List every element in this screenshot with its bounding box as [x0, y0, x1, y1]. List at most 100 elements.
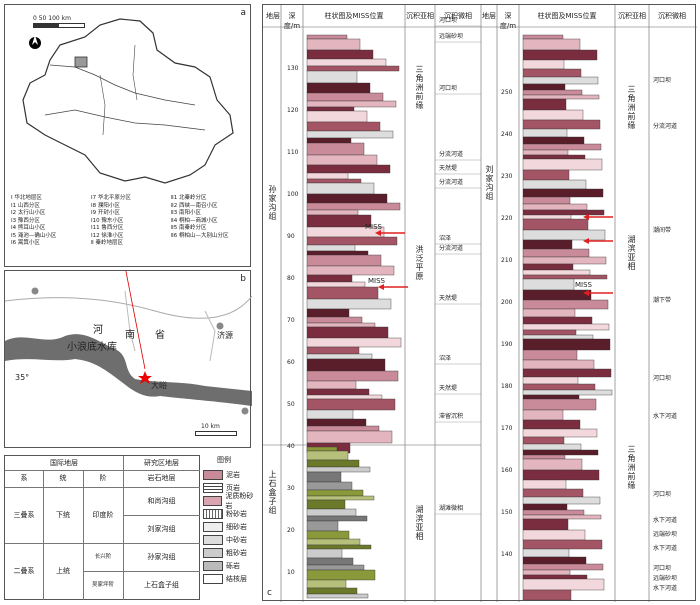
- left-microfacies: 沼泽: [439, 355, 452, 362]
- left-subfacies-floodplain: 洪泛平原: [415, 245, 424, 281]
- cell-upper: 上统: [43, 543, 84, 600]
- legend-fine-sandstone: 细砂岩: [226, 522, 247, 531]
- depth-tick-left: 80: [287, 275, 295, 282]
- legend-siltstone: 粉砂岩: [226, 509, 247, 518]
- label-jiyuan: 济源: [217, 331, 233, 340]
- depth-tick-right: 160: [501, 467, 513, 474]
- depth-tick-left: 20: [287, 527, 295, 534]
- svg-text:MISS: MISS: [368, 277, 386, 285]
- left-microfacies: 河口坝: [439, 17, 458, 24]
- depth-tick-left: 30: [287, 485, 295, 492]
- cell-induan: 印度阶: [83, 487, 124, 544]
- depth-tick-left: 130: [287, 65, 299, 72]
- hdr-left-depth: 深度/m: [283, 12, 301, 30]
- map-b-scale-bar: [195, 431, 237, 436]
- depth-tick-right: 220: [501, 215, 513, 222]
- row-liujiagou: 刘家沟组: [123, 515, 200, 544]
- row-lithostrat: 岩石地层: [123, 470, 200, 488]
- depth-tick-right: 140: [501, 551, 513, 558]
- panel-b-map: b 河 南 省 济源 小浪底水库 大峪 35° 10 km: [4, 270, 252, 448]
- left-microfacies: 湖滩微相: [439, 505, 464, 512]
- right-microfacies: 水下河道: [653, 585, 678, 592]
- cell-wuchiapingian: 吴家坪阶: [83, 571, 124, 600]
- right-microfacies: 潮下带: [653, 297, 672, 304]
- reservoir-map: [5, 271, 252, 415]
- depth-tick-right: 180: [501, 383, 513, 390]
- legend-shale: 页岩: [226, 483, 240, 492]
- map-b-scale: 10 km: [201, 423, 220, 430]
- cell-triassic: 三叠系: [5, 487, 44, 544]
- row-heshanggou: 和尚沟组: [123, 487, 200, 516]
- left-formation-sunjiagou: 孙家沟组: [268, 185, 277, 221]
- right-microfacies: 远端砂坝: [653, 531, 678, 538]
- depth-tick-left: 40: [287, 443, 295, 450]
- right-subfacies-lakeshore: 湖滨亚相: [627, 235, 636, 271]
- depth-tick-left: 60: [287, 359, 295, 366]
- label-sheng: 省: [155, 330, 165, 341]
- left-subfacies-lakeshore: 湖滨亚相: [415, 505, 424, 541]
- panel-c-columns: c MISS MISS MISS 地层 深度/m 柱状图及MISS位置 沉积亚相 沉…: [262, 4, 697, 602]
- legend-muddy-siltstone: 泥质粉砂岩: [225, 491, 254, 510]
- label-lat: 35°: [15, 373, 30, 382]
- cell-lower: 下统: [43, 487, 84, 544]
- depth-tick-left: 50: [287, 401, 295, 408]
- cell-permian: 二叠系: [5, 543, 44, 600]
- column-svg: MISS MISS MISS: [263, 5, 697, 602]
- legend-mudstone: 泥岩: [226, 470, 240, 479]
- depth-tick-left: 10: [287, 569, 295, 576]
- study-site-star-icon: [138, 371, 152, 384]
- depth-tick-right: 200: [501, 299, 513, 306]
- left-microfacies: 沼泽: [439, 235, 452, 242]
- depth-tick-left: 70: [287, 317, 295, 324]
- hdr-left-subfacies: 沉积亚相: [406, 12, 434, 20]
- legend-coarse-sandstone: 粗砂岩: [226, 548, 247, 557]
- depth-tick-right: 170: [501, 425, 513, 432]
- depth-tick-right: 190: [501, 341, 513, 348]
- right-formation-liujiagou: 刘家沟组: [485, 165, 494, 201]
- panel-c-label: c: [267, 588, 272, 598]
- depth-tick-right: 240: [501, 131, 513, 138]
- map-scale: 0 50 100 km: [33, 15, 71, 22]
- strat-table: 国际地层 研究区地层 系 统 阶 岩石地层 三叠系 下统 印度阶 和尚沟组 刘家…: [4, 455, 200, 600]
- hdr-right-formation: 地层: [482, 12, 496, 20]
- left-microfacies: 天然堤: [439, 165, 458, 172]
- depth-tick-left: 120: [287, 107, 299, 114]
- right-microfacies: 潮间带: [653, 227, 672, 234]
- hdr-left-column: 柱状图及MISS位置: [324, 12, 384, 20]
- depth-tick-right: 150: [501, 509, 513, 516]
- svg-text:MISS: MISS: [575, 281, 593, 289]
- henan-outline: [22, 18, 234, 184]
- row-sunjiagou: 孙家沟组: [123, 543, 200, 572]
- lithology-legend: 图例 泥岩 页岩 泥质粉砂岩 粉砂岩 细砂岩 中砂岩 粗砂岩 砾岩 结核层: [203, 455, 259, 600]
- legend-medium-sandstone: 中砂岩: [226, 535, 247, 544]
- left-microfacies: 滞留沉积: [439, 413, 464, 420]
- left-microfacies: 河口坝: [439, 85, 458, 92]
- th-stage: 阶: [83, 470, 124, 488]
- depth-tick-right: 250: [501, 89, 513, 96]
- right-microfacies: 远端砂坝: [653, 575, 678, 582]
- hdr-right-microfacies: 沉积微相: [658, 12, 686, 20]
- th-series: 统: [43, 470, 84, 488]
- row-shangshihezi: 上石盒子组: [144, 581, 179, 589]
- legend-nodule-layer: 结核层: [226, 574, 247, 583]
- right-microfacies: 水下河道: [653, 413, 678, 420]
- right-subfacies-delta-bottom: 三角洲前缘: [627, 445, 636, 490]
- depth-tick-right: 230: [501, 173, 513, 180]
- panel-a-map: a 0 50 100 km Ⅰ 华北地层区 Ⅰ1 山西分区 Ⅰ2 太行山小区 Ⅰ3 豫…: [4, 4, 251, 267]
- right-microfacies: 水下河道: [653, 545, 678, 552]
- depth-tick-left: 110: [287, 149, 299, 156]
- left-microfacies: 分流河道: [439, 179, 464, 186]
- legend-title: 图例: [217, 456, 231, 464]
- th-study-area: 研究区地层: [123, 456, 200, 471]
- label-nan: 南: [125, 330, 135, 341]
- panel-b-label: b: [240, 274, 246, 284]
- cell-changhsingian: 长兴阶: [83, 543, 124, 572]
- right-subfacies-delta-top: 三角洲前缘: [627, 85, 636, 130]
- svg-text:MISS: MISS: [365, 223, 383, 231]
- right-microfacies: 分流河道: [653, 123, 678, 130]
- legend-conglomerate: 砾岩: [226, 561, 240, 570]
- left-microfacies: 分流河道: [439, 245, 464, 252]
- label-reservoir: 小浪底水库: [67, 342, 117, 353]
- hdr-left-microfacies: 沉积微相: [444, 12, 472, 20]
- left-microfacies: 远端砂坝: [439, 33, 464, 40]
